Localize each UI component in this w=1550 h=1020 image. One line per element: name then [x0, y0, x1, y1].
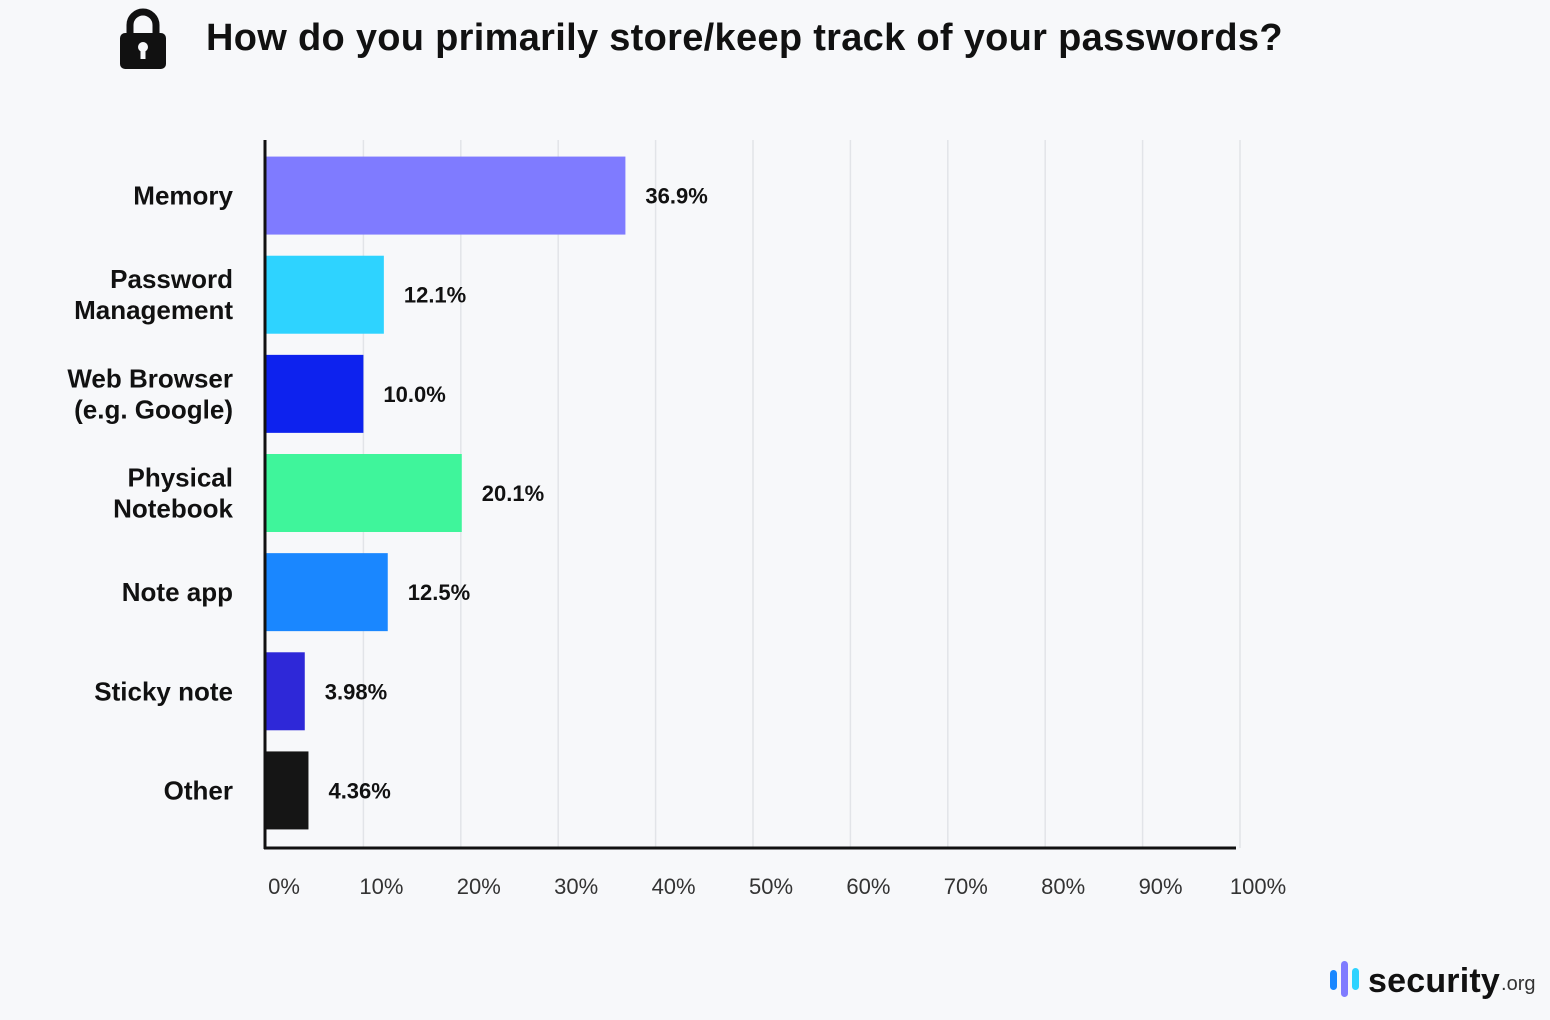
y-category-label: Other [164, 775, 233, 805]
y-category-label: Sticky note [94, 676, 233, 706]
y-category-label: Password [110, 264, 233, 294]
data-label: 12.1% [404, 283, 466, 308]
bar [266, 652, 305, 731]
y-category-label: Note app [122, 577, 233, 607]
bar [266, 354, 364, 433]
x-tick-label: 80% [1041, 874, 1085, 899]
y-category-label: Memory [133, 181, 233, 211]
y-category-label: Management [74, 295, 233, 325]
x-tick-label: 70% [944, 874, 988, 899]
data-label: 4.36% [328, 778, 390, 803]
brand-suffix: .org [1501, 973, 1536, 995]
data-label: 20.1% [482, 481, 544, 506]
y-category-label: Notebook [113, 494, 233, 524]
bar [266, 454, 462, 532]
y-category-label: Web Browser [67, 363, 233, 393]
x-tick-label: 60% [846, 874, 890, 899]
x-tick-label: 90% [1139, 874, 1183, 899]
y-category-label: Physical [127, 463, 233, 493]
chart-header: How do you primarily store/keep track of… [118, 6, 1283, 70]
lock-icon [120, 8, 166, 69]
x-tick-label: 10% [359, 874, 403, 899]
chart-title: How do you primarily store/keep track of… [206, 16, 1283, 59]
y-category-label: (e.g. Google) [74, 394, 233, 424]
bar [266, 255, 384, 334]
brand-name: security [1368, 962, 1501, 1000]
security-logo-icon [1330, 961, 1359, 997]
data-label: 12.5% [408, 580, 470, 605]
data-label: 3.98% [325, 679, 387, 704]
data-label: 36.9% [645, 184, 707, 209]
bar [266, 553, 388, 632]
x-tick-label: 30% [554, 874, 598, 899]
bar [266, 751, 309, 830]
x-tick-label: 100% [1230, 874, 1286, 899]
x-tick-label: 20% [457, 874, 501, 899]
data-label: 10.0% [383, 382, 445, 407]
brand-logo: security .org [1328, 948, 1535, 998]
x-tick-label: 0% [268, 874, 300, 899]
bar [266, 156, 626, 235]
x-tick-label: 40% [652, 874, 696, 899]
x-tick-label: 50% [749, 874, 793, 899]
